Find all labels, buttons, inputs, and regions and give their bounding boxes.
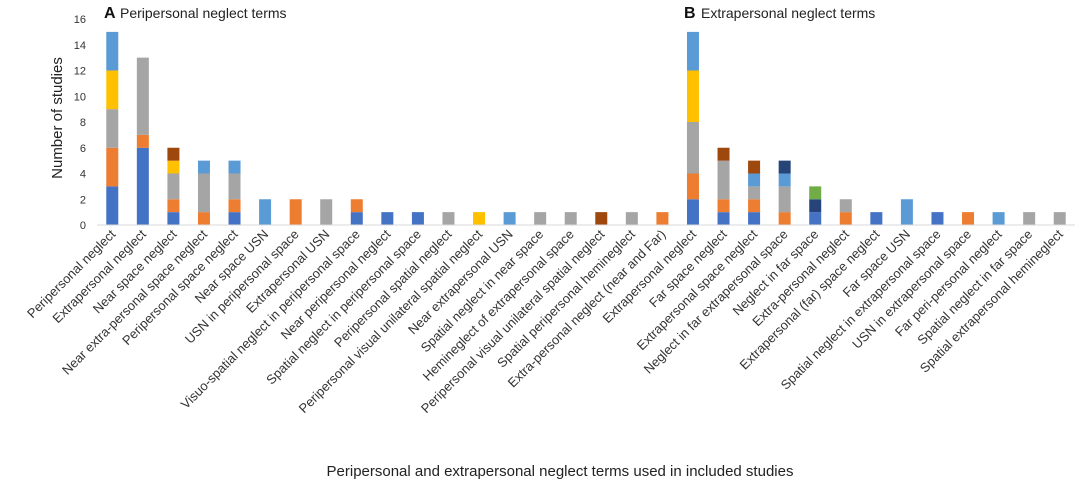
y-tick-label: 12 [74,66,86,78]
bar-segment [106,147,119,187]
bar-segment [717,147,730,161]
bar-segment [228,212,241,226]
bar-segment [167,173,180,200]
bar-segment [1053,212,1066,226]
bar-segment [1023,212,1036,226]
bar-segment [809,212,822,226]
bar-segment [136,57,149,135]
bar-segment [717,160,730,200]
panel-a-title: Peripersonal neglect terms [120,5,287,21]
bar-segment [106,109,119,148]
bar-segment [503,212,516,226]
y-tick-label: 6 [80,143,86,155]
bar-segment [167,212,180,226]
bar-segment [809,199,822,213]
bar-segment [748,160,761,174]
y-tick-label: 4 [80,169,86,181]
y-tick-label: 16 [74,14,86,26]
bar-segment [656,212,669,226]
bar-segment [442,212,455,226]
bar-segment [350,212,363,226]
bar-segment [686,70,699,122]
bar-segment [870,212,883,226]
y-tick-label: 14 [74,40,86,52]
bar-segment [717,212,730,226]
bar-segment [320,199,333,225]
bar-segment [686,199,699,225]
bar-segment [839,199,852,213]
y-tick-label: 10 [74,91,86,103]
x-axis-title: Peripersonal and extrapersonal neglect t… [327,463,794,480]
bar-segment [381,212,394,226]
bar-segment [900,199,913,225]
bar-segment [962,212,975,226]
bar-segment [992,212,1005,226]
bar-segment [778,186,791,213]
y-axis-title: Number of studies [49,57,66,179]
bar-segment [686,173,699,200]
bar-segment [625,212,638,226]
y-tick-label: 8 [80,117,86,129]
bar-segment [228,160,241,174]
bar-segment [686,122,699,174]
bar-segment [197,160,210,174]
bar-segment [228,173,241,200]
bar-segment [350,199,363,213]
bar-segment [473,212,486,226]
bar-segment [197,173,210,213]
bar-segment [748,186,761,200]
bar-segment [197,212,210,226]
bar-segment [136,147,149,225]
y-tick-label: 2 [80,194,86,206]
bar-segment [931,212,944,226]
bar-segment [778,160,791,174]
bar-segment [167,160,180,174]
bars [106,31,1066,226]
bar-segment [748,173,761,187]
bar-segment [289,199,302,225]
bar-segment [748,212,761,226]
panel-b-letter: B [684,5,696,22]
bar-segment [534,212,547,226]
bar-segment [748,199,761,213]
y-tick-label: 0 [80,220,86,232]
bar-segment [778,212,791,226]
bar-segment [686,31,699,71]
bar-segment [717,199,730,213]
bar-segment [778,173,791,187]
bar-segment [411,212,424,226]
bar-segment [106,186,119,226]
bar-segment [106,70,119,110]
bar-segment [106,31,119,71]
bar-segment [228,199,241,213]
panel-b-title: Extrapersonal neglect terms [701,5,875,21]
bar-segment [839,212,852,226]
bar-segment [259,199,272,225]
bar-segment [136,134,149,148]
bar-segment [167,199,180,213]
y-axis-ticks: 0 2 4 6 8 10 12 14 16 [74,14,86,232]
bar-segment [809,186,822,200]
panel-a-letter: A [104,5,116,22]
bar-segment [167,147,180,161]
bar-segment [564,212,577,226]
bar-segment [595,212,608,226]
